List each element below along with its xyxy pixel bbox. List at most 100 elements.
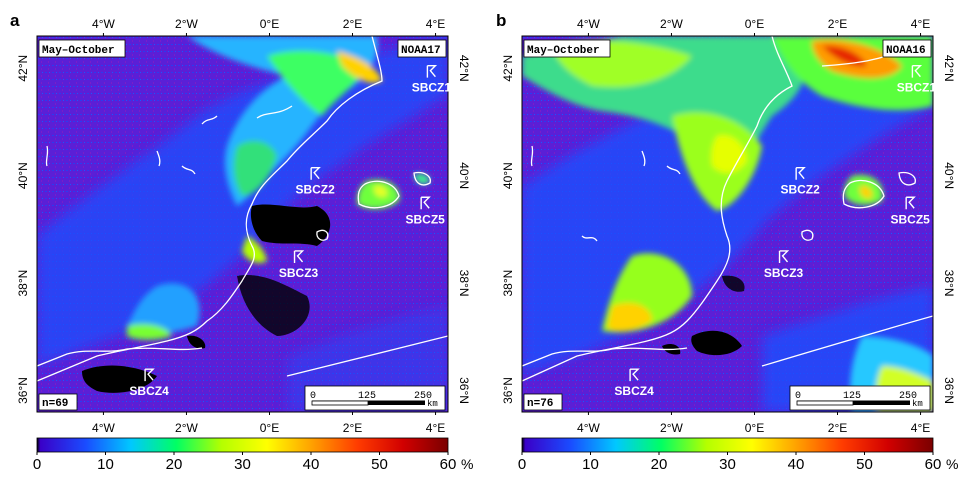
panel-letter: a: [10, 11, 20, 30]
colorbar-tick-label: 0: [33, 456, 41, 473]
flag-icon: [911, 64, 923, 78]
flag-icon: [420, 196, 431, 210]
colorbar-tick-label: 50: [856, 456, 873, 473]
bottom-lon-label: 2°E: [828, 421, 847, 435]
scale-unit: km: [427, 399, 438, 409]
colorbar-tick-label: 60: [925, 456, 942, 473]
map-image: [522, 36, 933, 412]
satellite-label: NOAA17: [401, 45, 441, 57]
satellite-label: NOAA16: [886, 45, 926, 57]
top-lon-label: 4°W: [577, 17, 600, 31]
zone-label: SBCZ5: [405, 212, 445, 226]
scale-tick-0: 0: [310, 391, 316, 402]
zone-label: SBCZ3: [764, 266, 804, 280]
zone-label: SBCZ5: [890, 212, 930, 226]
flag-icon: [144, 368, 155, 382]
top-lon-label: 4°E: [911, 17, 930, 31]
zone-marker: SBCZ3: [764, 250, 804, 280]
colorbar-unit: %: [946, 456, 958, 472]
bottom-lon-label: 0°E: [260, 421, 279, 435]
sample-count-box: [523, 393, 563, 411]
zone-markers: SBCZ1 SBCZ2 SBCZ3 SBCZ4 SBCZ5: [129, 64, 452, 398]
zone-label: SBCZ1: [897, 81, 937, 95]
right-lat-label: 38°N: [457, 270, 471, 297]
top-lon-label: 2°W: [175, 17, 198, 31]
left-lat-label: 40°N: [501, 162, 515, 189]
colorbar-tick-label: 20: [166, 456, 183, 473]
top-lon-label: 2°E: [828, 17, 847, 31]
colorbar-tick-label: 20: [651, 456, 668, 473]
colorbar-tick-label: 30: [719, 456, 736, 473]
period-box: [38, 39, 126, 58]
zone-markers: SBCZ1 SBCZ2 SBCZ3 SBCZ4 SBCZ5: [614, 64, 937, 398]
right-lat-label: 42°N: [942, 55, 956, 82]
scale-unit: km: [912, 399, 923, 409]
zone-marker: SBCZ5: [405, 196, 445, 226]
scale-bar: 0 125 250 km: [789, 385, 931, 411]
colorbar-tick-label: 30: [234, 456, 251, 473]
period-box: [523, 39, 611, 58]
colorbar-gradient: [521, 437, 934, 453]
bottom-lon-label: 0°E: [745, 421, 764, 435]
bottom-lon-label: 2°W: [660, 421, 683, 435]
zone-marker: SBCZ5: [890, 196, 930, 226]
sample-count: n=69: [42, 398, 68, 410]
right-lat-label: 40°N: [942, 162, 956, 189]
bottom-lon-label: 4°E: [426, 421, 445, 435]
right-lat-label: 42°N: [457, 55, 471, 82]
top-lon-label: 4°E: [426, 17, 445, 31]
left-lat-label: 42°N: [16, 55, 30, 82]
flag-icon: [795, 167, 806, 180]
flag-icon: [293, 250, 305, 263]
sample-count-box: [38, 393, 78, 411]
bottom-lon-label: 4°W: [92, 421, 115, 435]
map-panel-a: a: [10, 11, 471, 435]
colorbar-tick-label: 40: [303, 456, 320, 473]
bottom-lon-label: 4°E: [911, 421, 930, 435]
scale-tick-0: 0: [795, 391, 801, 402]
top-lon-label: 2°E: [343, 17, 362, 31]
period-label: May–October: [527, 45, 600, 57]
bottom-lon-label: 4°W: [577, 421, 600, 435]
flag-icon: [426, 64, 438, 78]
colorbar-tick-label: 50: [371, 456, 388, 473]
sample-count: n=76: [527, 398, 553, 410]
flag-icon: [310, 167, 321, 180]
left-lat-label: 42°N: [501, 55, 515, 82]
flag-icon: [629, 368, 640, 382]
colorbar-tick-label: 0: [518, 456, 526, 473]
top-lon-label: 0°E: [745, 17, 764, 31]
left-lat-label: 40°N: [16, 162, 30, 189]
zone-marker: SBCZ1: [897, 64, 937, 95]
map-panel-b: b: [496, 11, 956, 435]
flag-icon: [778, 250, 790, 263]
colorbar-a: 0 10 20 30 40 50 60%: [33, 437, 473, 473]
scale-bar: 0 125 250 km: [304, 385, 446, 411]
zone-label: SBCZ1: [412, 81, 452, 95]
zone-marker: SBCZ1: [412, 64, 452, 95]
period-label: May–October: [42, 45, 115, 57]
colorbar-gradient: [36, 437, 449, 453]
left-lat-label: 36°N: [501, 377, 515, 404]
colorbar-unit: %: [461, 456, 473, 472]
scale-tick-250: 250: [414, 391, 432, 402]
zone-marker: SBCZ2: [780, 167, 820, 197]
left-lat-label: 38°N: [501, 270, 515, 297]
zone-label: SBCZ3: [279, 266, 319, 280]
colorbar-b: 0 10 20 30 40 50 60%: [518, 437, 958, 473]
map-image: [37, 36, 448, 412]
bottom-lon-label: 2°E: [343, 421, 362, 435]
colorbar-tick-label: 60: [440, 456, 457, 473]
zone-label: SBCZ4: [614, 384, 654, 398]
top-lon-label: 2°W: [660, 17, 683, 31]
colorbar-tick-label: 10: [582, 456, 599, 473]
colorbar-tick-label: 40: [788, 456, 805, 473]
right-lat-label: 36°N: [457, 377, 471, 404]
axis-labels: 4°W 2°W 0°E 2°E 4°E 4°W 2°W 0°E 2°E 4°E 42°N 40°N 38…: [501, 17, 956, 435]
satellite-box: [882, 39, 932, 58]
zone-marker: SBCZ3: [279, 250, 319, 280]
zone-marker: SBCZ2: [295, 167, 335, 197]
zone-label: SBCZ2: [780, 183, 820, 197]
right-lat-label: 38°N: [942, 270, 956, 297]
